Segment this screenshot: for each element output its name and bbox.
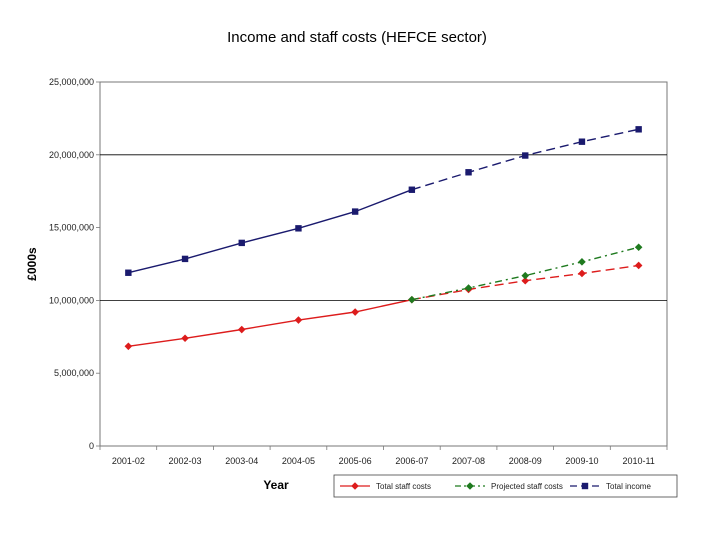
legend-item-2: Total income <box>570 482 651 491</box>
legend-swatch-marker-0 <box>351 482 359 490</box>
chart-title: Income and staff costs (HEFCE sector) <box>227 29 487 46</box>
legend-label-0: Total staff costs <box>376 482 431 491</box>
series-1-point-6 <box>464 284 473 292</box>
y-axis-label: £000s <box>25 247 39 281</box>
x-tick-label-2: 2003-04 <box>225 456 258 466</box>
series-2-line-actual <box>128 189 413 274</box>
y-tick-label-4: 20,000,000 <box>49 150 94 160</box>
y-axis-ticks: 0 5,000,000 10,000,000 15,000,000 20,000,000… <box>49 77 100 451</box>
series-0-point-4 <box>351 308 359 316</box>
legend-label-1: Projected staff costs <box>491 482 563 491</box>
series-0-line-actual <box>128 299 413 347</box>
x-axis-ticks: 2001-02 2002-03 2003-04 2004-05 2005-06 2006-… <box>99 446 668 466</box>
x-tick-label-3: 2004-05 <box>282 456 315 466</box>
series-0-point-2 <box>237 325 246 334</box>
series-2-point-7 <box>522 152 529 159</box>
series-1-point-9 <box>634 243 643 252</box>
series-2-point-6 <box>465 169 472 176</box>
legend-swatch-marker-1 <box>466 482 474 490</box>
y-tick-label-0: 0 <box>89 441 94 451</box>
y-tick-label-2: 10,000,000 <box>49 295 94 305</box>
series-0-point-7 <box>521 276 530 285</box>
x-tick-label-0: 2001-02 <box>112 456 145 466</box>
series-2-point-3 <box>295 225 302 232</box>
series-2-point-8 <box>578 138 586 145</box>
y-tick-label-5: 25,000,000 <box>49 77 94 87</box>
legend-label-2: Total income <box>606 482 651 491</box>
x-tick-label-9: 2010-11 <box>622 456 654 466</box>
legend: Total staff costs Projected staff costs To… <box>340 482 651 491</box>
series-2-point-9 <box>635 126 642 133</box>
series-0-point-0 <box>124 342 133 351</box>
x-tick-label-4: 2005-06 <box>339 456 372 466</box>
x-tick-label-7: 2008-09 <box>509 456 542 466</box>
y-tick-label-3: 15,000,000 <box>49 223 94 233</box>
y-tick-label-1: 5,000,000 <box>54 368 94 378</box>
series-0-point-9 <box>634 261 643 270</box>
x-axis-label: Year <box>263 478 289 492</box>
legend-item-1: Projected staff costs <box>455 482 563 491</box>
series-1-line <box>411 246 639 301</box>
series-1 <box>408 243 643 304</box>
series-2-point-1 <box>181 255 189 263</box>
legend-swatch-marker-2 <box>581 482 589 490</box>
series-2-point-2 <box>238 239 245 247</box>
series-2-point-0 <box>125 269 132 276</box>
series-lines <box>124 126 643 351</box>
x-tick-label-6: 2007-08 <box>452 456 485 466</box>
series-1-point-5 <box>408 295 416 304</box>
x-tick-label-5: 2006-07 <box>395 456 428 466</box>
legend-item-0: Total staff costs <box>340 482 431 491</box>
series-2 <box>125 126 642 276</box>
legend-box <box>333 474 678 498</box>
series-2-point-5 <box>408 186 416 193</box>
series-0-point-1 <box>181 334 189 343</box>
series-1-point-8 <box>578 258 586 266</box>
x-tick-label-8: 2009-10 <box>565 456 598 466</box>
series-2-point-4 <box>351 208 359 215</box>
series-1-point-7 <box>521 271 530 280</box>
series-0-point-8 <box>578 269 586 278</box>
series-0-point-3 <box>294 316 303 324</box>
x-tick-label-1: 2002-03 <box>169 456 202 466</box>
gridlines <box>100 154 667 301</box>
